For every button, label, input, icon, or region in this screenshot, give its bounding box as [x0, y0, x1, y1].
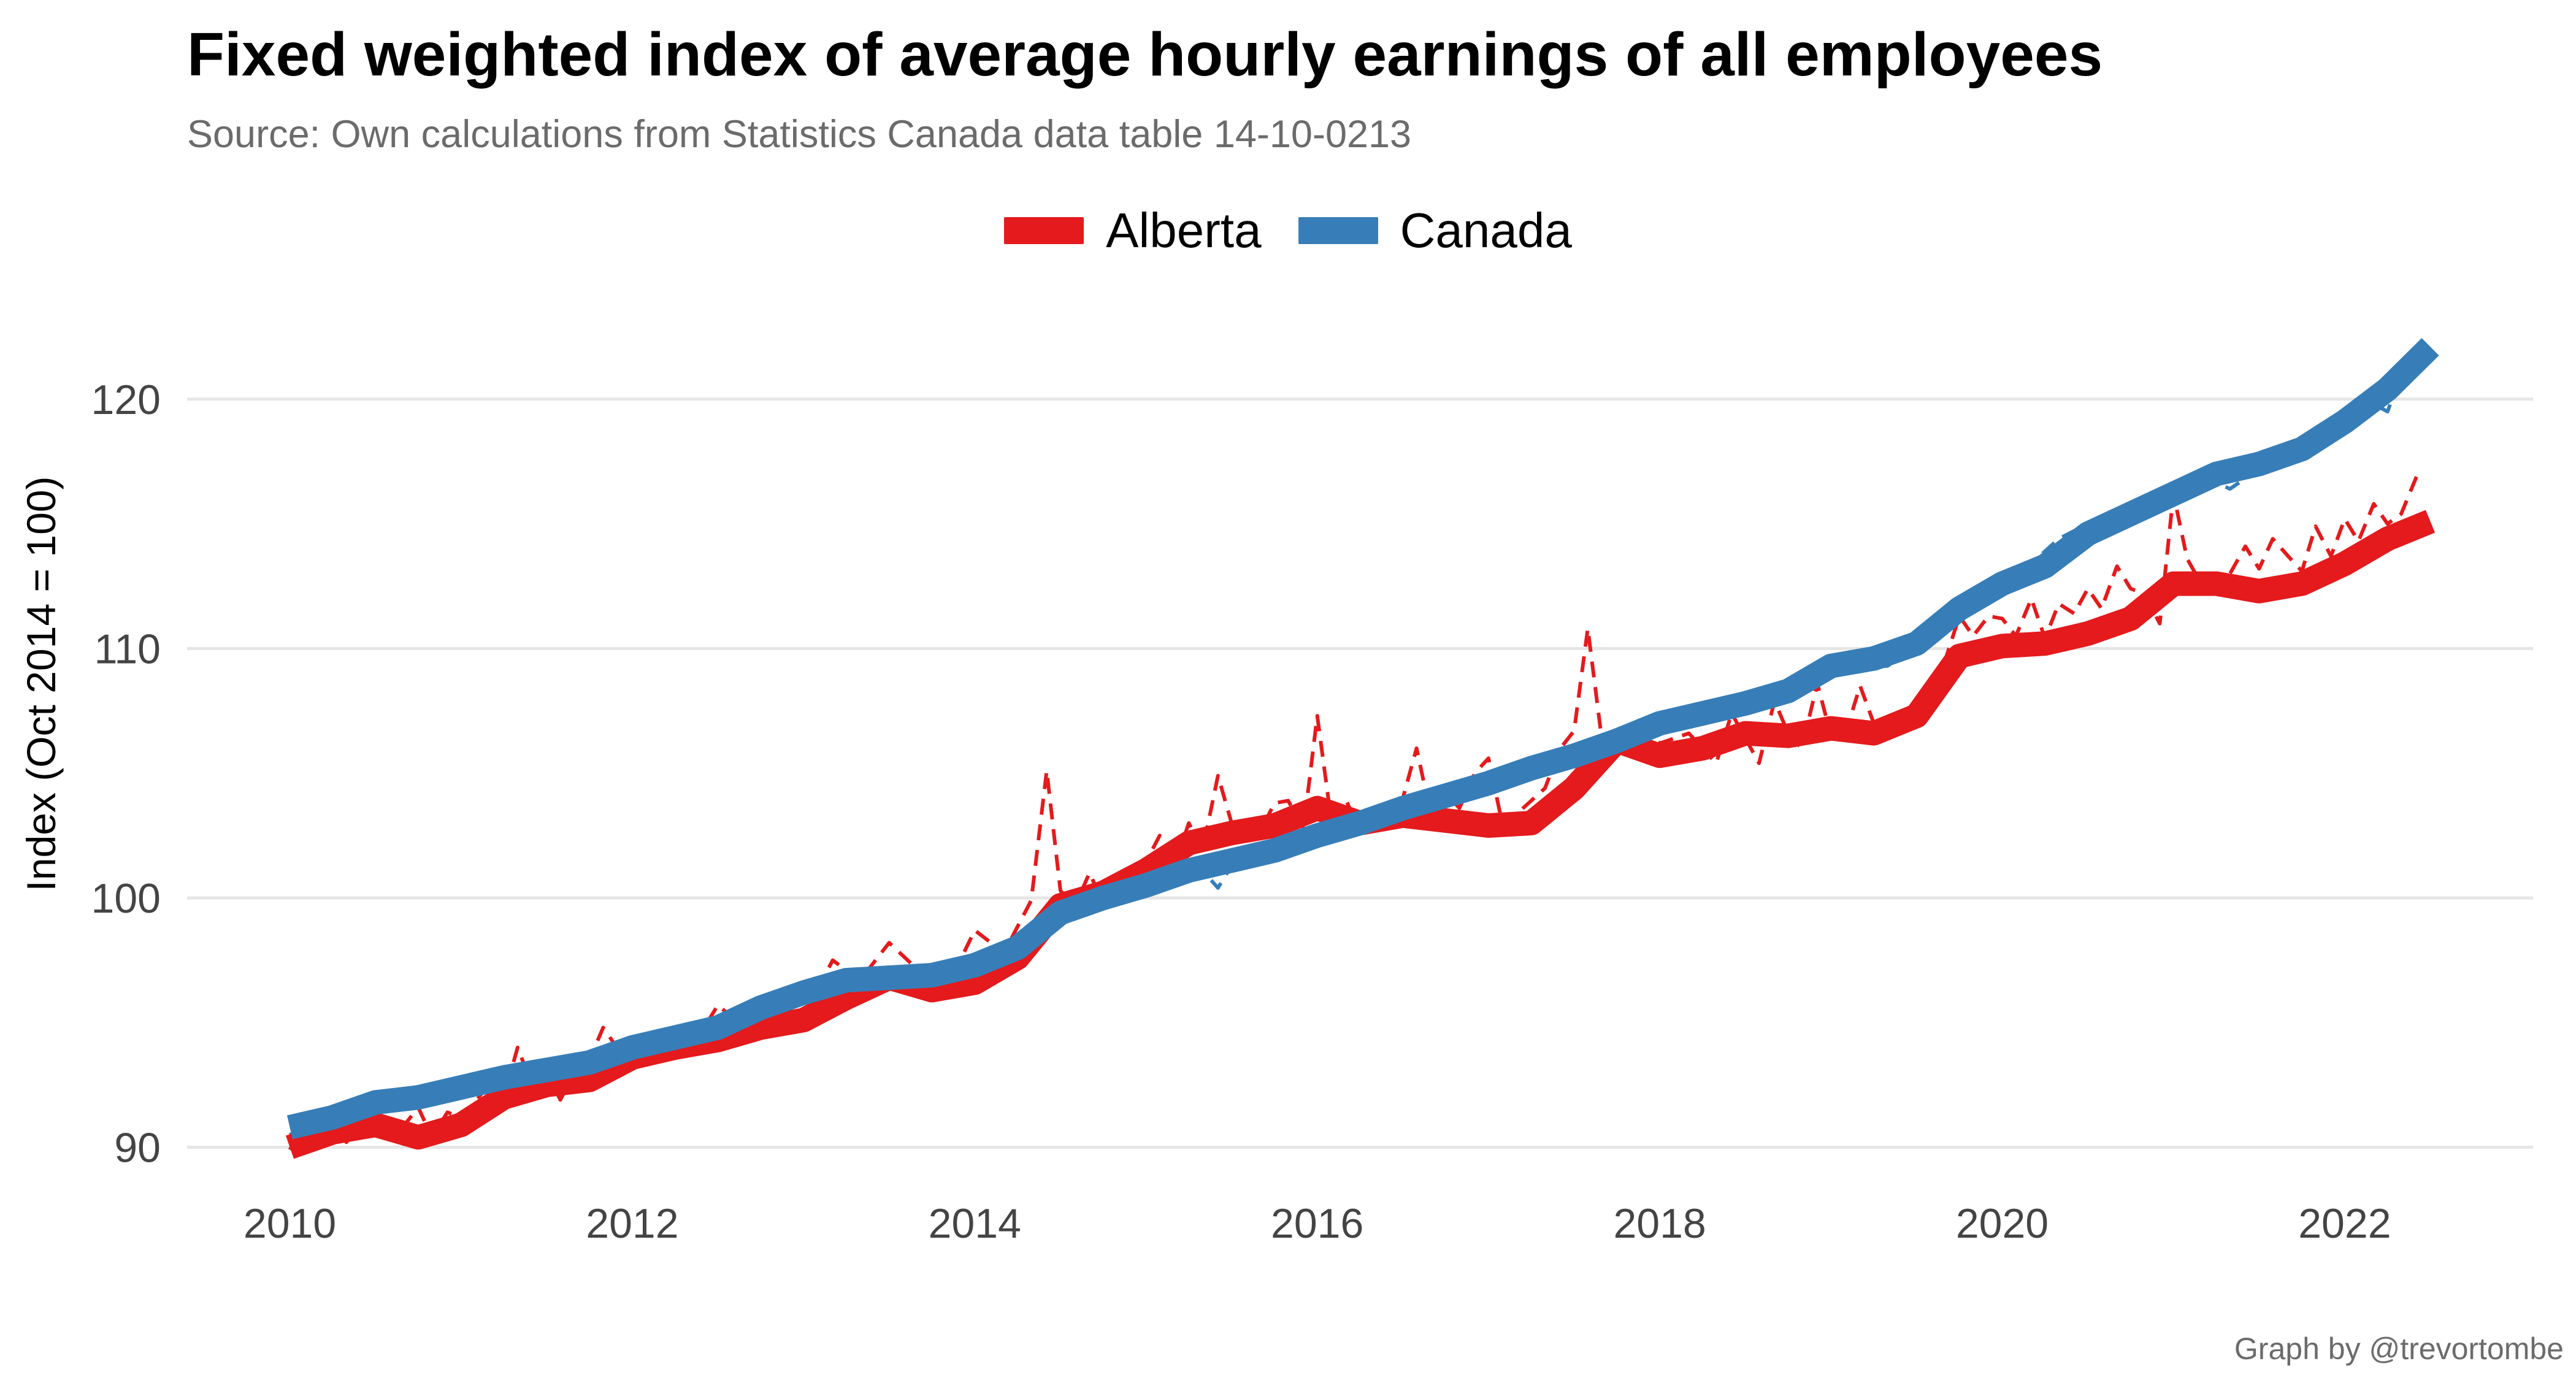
y-axis-title: Index (Oct 2014 = 100) [18, 477, 64, 892]
legend-label-alberta: Alberta [1106, 203, 1262, 258]
x-tick-label: 2022 [2298, 1200, 2391, 1247]
gridlines [187, 397, 2533, 1149]
legend-swatch-alberta [1004, 217, 1084, 244]
x-tick-label: 2016 [1271, 1200, 1363, 1247]
x-axis-ticks: 2010 2012 2014 2016 2018 2020 2022 [243, 1200, 2391, 1247]
x-tick-label: 2010 [243, 1200, 336, 1247]
legend-swatch-canada [1298, 217, 1378, 244]
y-axis-ticks: 90 100 110 120 [91, 377, 161, 1171]
legend-item-alberta: Alberta [1004, 202, 1262, 259]
series-canada-trend-line [286, 338, 2439, 1140]
chart-title: Fixed weighted index of average hourly e… [187, 20, 2103, 89]
legend-item-canada: Canada [1298, 202, 1572, 259]
x-tick-label: 2020 [1956, 1200, 2049, 1247]
y-tick-label: 100 [91, 875, 161, 922]
chart-subtitle: Source: Own calculations from Statistics… [187, 113, 1412, 156]
series-canada-monthly-line [289, 350, 2418, 1137]
legend: Alberta Canada [0, 202, 2576, 259]
y-tick-label: 120 [91, 377, 161, 423]
x-tick-label: 2012 [586, 1200, 678, 1247]
series-layer [285, 338, 2439, 1159]
y-tick-label: 110 [94, 626, 161, 672]
legend-label-canada: Canada [1400, 203, 1572, 258]
y-tick-label: 90 [114, 1125, 161, 1171]
caption: Graph by @trevortombe [2234, 1332, 2564, 1366]
x-tick-label: 2014 [929, 1200, 1021, 1247]
x-tick-label: 2018 [1613, 1200, 1706, 1247]
